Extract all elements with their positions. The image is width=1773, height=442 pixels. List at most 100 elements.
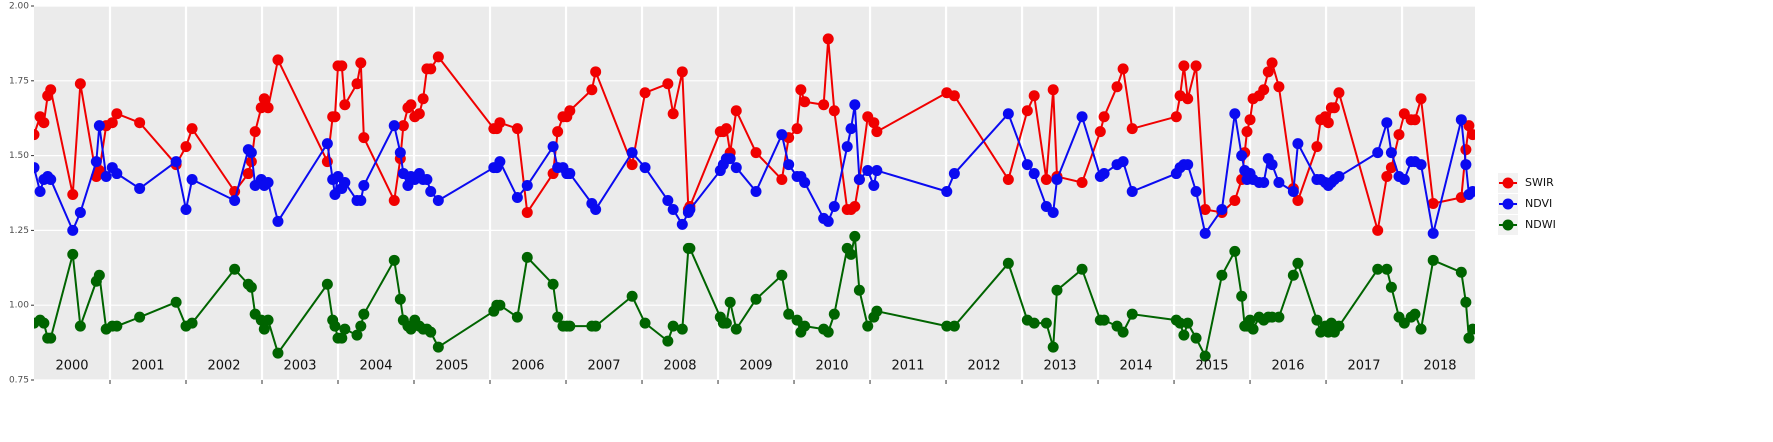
data-point [1463, 332, 1475, 344]
legend-label: SWIR [1525, 176, 1554, 189]
data-point [405, 323, 417, 335]
data-point [730, 323, 742, 335]
data-point [339, 177, 351, 189]
data-point [329, 320, 341, 332]
x-tick-label: 2006 [511, 359, 544, 374]
data-point [1126, 123, 1138, 135]
data-point [1244, 314, 1256, 326]
data-point [1409, 114, 1421, 126]
data-point [667, 108, 679, 120]
data-point [511, 123, 523, 135]
data-point [1262, 66, 1274, 78]
x-tick-label: 2009 [739, 359, 772, 374]
data-point [106, 117, 118, 129]
data-point [776, 129, 788, 141]
data-point [841, 141, 853, 153]
x-tick-label: 2005 [435, 359, 468, 374]
data-point [405, 99, 417, 111]
data-point [868, 117, 880, 129]
data-point [1427, 254, 1439, 266]
data-point [134, 117, 146, 129]
data-point [871, 165, 883, 177]
data-point [941, 320, 953, 332]
legend: SWIR NDVI NDWI [1498, 173, 1556, 235]
data-point [358, 308, 370, 320]
data-point [45, 84, 57, 96]
y-tick-label: 1.25 [9, 226, 29, 236]
data-point [417, 93, 429, 105]
data-point [1292, 138, 1304, 150]
data-point [948, 320, 960, 332]
data-point [170, 156, 182, 168]
data-point [272, 215, 284, 227]
y-tick-label: 1.00 [9, 301, 29, 311]
data-point [1182, 159, 1194, 171]
data-point [941, 186, 953, 198]
data-point [111, 168, 123, 180]
data-point [547, 141, 559, 153]
data-point [1467, 186, 1475, 198]
data-point [1021, 105, 1033, 117]
data-point [74, 78, 86, 90]
data-point [432, 341, 444, 353]
data-point [511, 311, 523, 323]
data-point [229, 194, 241, 206]
data-point [38, 317, 50, 329]
data-point [1111, 81, 1123, 93]
data-point [1287, 269, 1299, 281]
data-point [799, 96, 811, 108]
data-point [394, 293, 406, 305]
data-point [242, 168, 254, 180]
x-tick-label: 2018 [1423, 359, 1456, 374]
data-point [1463, 120, 1475, 132]
x-tick-label: 2013 [1043, 359, 1076, 374]
data-point [1190, 60, 1202, 72]
data-point [1117, 326, 1129, 338]
data-point [684, 203, 696, 215]
data-point [262, 314, 274, 326]
data-point [1258, 177, 1270, 189]
data-point [564, 105, 576, 117]
data-point [1076, 263, 1088, 275]
data-point [329, 111, 341, 123]
data-point [494, 299, 506, 311]
data-point [776, 269, 788, 281]
data-point [1021, 159, 1033, 171]
data-point [626, 147, 638, 159]
data-point [1393, 129, 1405, 141]
data-point [1076, 177, 1088, 189]
marks [34, 33, 1475, 362]
y-tick-label: 2.00 [9, 2, 29, 12]
data-point [828, 200, 840, 212]
data-point [1266, 159, 1278, 171]
data-point [1182, 93, 1194, 105]
data-point [67, 248, 79, 260]
data-point [1467, 129, 1475, 141]
x-tick-label: 2008 [663, 359, 696, 374]
data-point [1385, 147, 1397, 159]
data-point [590, 66, 602, 78]
data-point [845, 123, 857, 135]
data-point [1328, 102, 1340, 114]
data-point [1199, 227, 1211, 239]
data-point [111, 320, 123, 332]
data-point [730, 162, 742, 174]
data-point [1040, 174, 1052, 186]
data-point [586, 84, 598, 96]
data-point [871, 305, 883, 317]
data-point [1244, 114, 1256, 126]
data-point [1028, 317, 1040, 329]
data-point [1455, 266, 1467, 278]
data-point [93, 120, 105, 132]
data-point [358, 132, 370, 144]
data-point [849, 99, 861, 111]
data-point [397, 120, 409, 132]
data-point [1190, 186, 1202, 198]
data-point [1126, 308, 1138, 320]
data-point [355, 57, 367, 69]
data-point [421, 174, 433, 186]
data-point [74, 206, 86, 218]
data-point [134, 183, 146, 195]
data-point [1372, 224, 1384, 236]
